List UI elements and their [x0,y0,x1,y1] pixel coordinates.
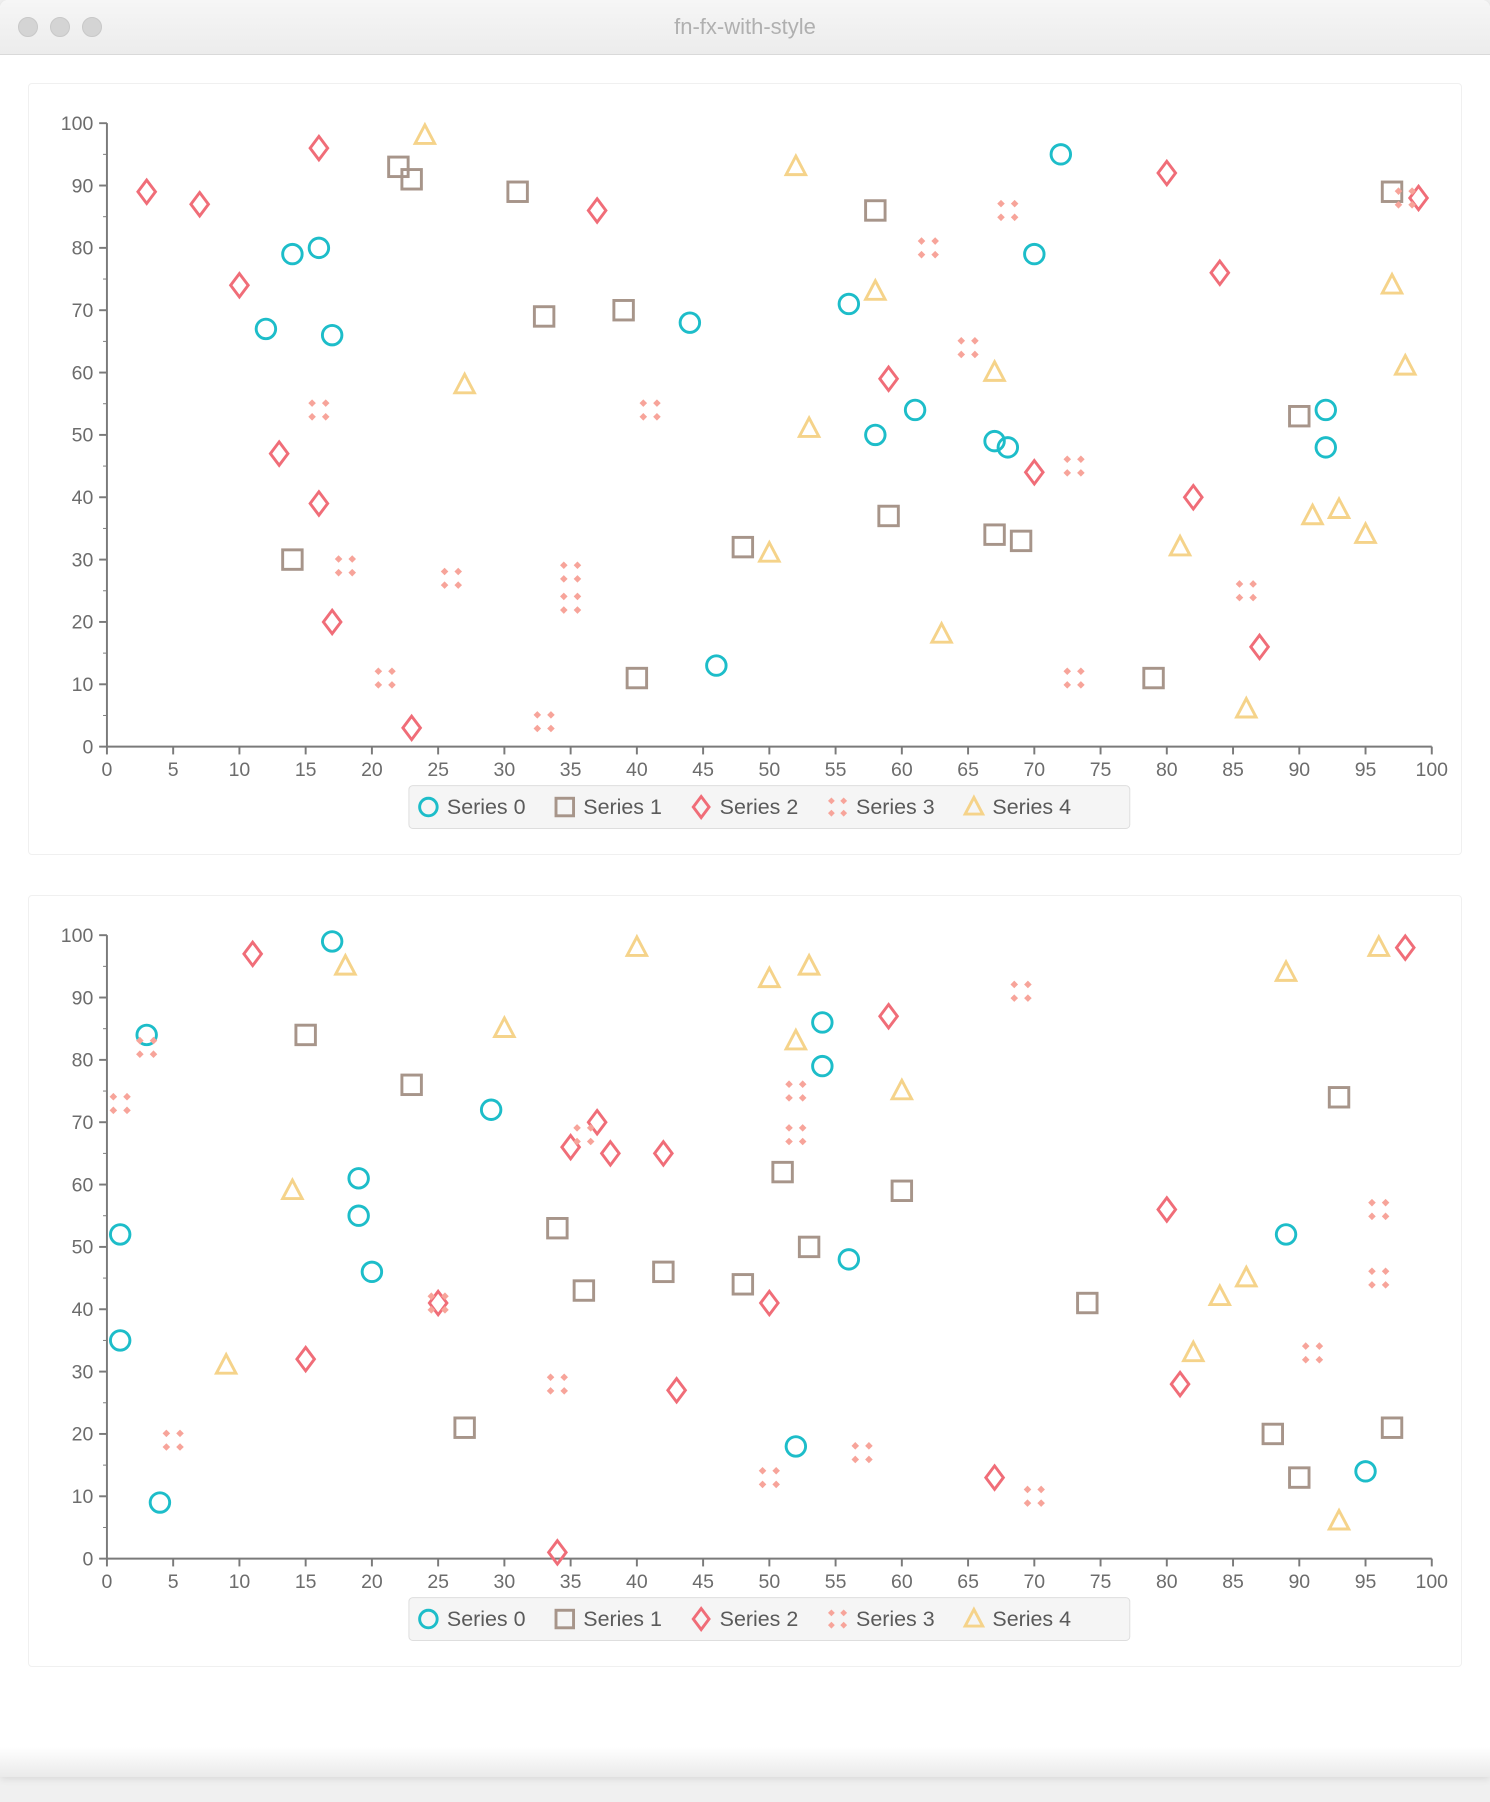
y-tick-label: 100 [61,113,94,135]
y-tick-label: 50 [72,1237,94,1259]
x-tick-label: 25 [427,759,449,781]
traffic-lights [18,17,102,37]
x-tick-label: 35 [560,1571,582,1593]
x-tick-label: 75 [1090,1571,1112,1593]
chart-card-top: 0 10 20 30 40 50 60 70 80 90 100 0 5 10 15 20 25 30 35 40 45… [28,83,1462,855]
x-tick-label: 100 [1416,1571,1449,1593]
y-tick-label: 70 [72,1112,94,1134]
x-tick-label: 85 [1222,759,1244,781]
y-tick-label: 40 [72,487,94,509]
x-tick-label: 80 [1156,759,1178,781]
x-tick-label: 45 [692,759,714,781]
y-tick-label: 30 [72,1361,94,1383]
x-tick-label: 40 [626,1571,648,1593]
x-tick-label: 30 [494,1571,516,1593]
y-tick-label: 60 [72,362,94,384]
x-tick-label: 75 [1090,759,1112,781]
x-tick-label: 0 [102,1571,113,1593]
y-tick-label: 0 [82,736,93,758]
x-tick-label: 95 [1355,1571,1377,1593]
x-tick-label: 25 [427,1571,449,1593]
x-tick-label: 60 [891,1571,913,1593]
x-tick-label: 65 [957,1571,979,1593]
x-tick-label: 80 [1156,1571,1178,1593]
y-tick-label: 40 [72,1299,94,1321]
x-tick-label: 95 [1355,759,1377,781]
legend-label: Series 2 [720,1607,799,1631]
x-tick-label: 50 [759,759,781,781]
x-tick-label: 70 [1023,1571,1045,1593]
x-tick-label: 35 [560,759,582,781]
x-tick-label: 90 [1288,1571,1310,1593]
y-tick-label: 10 [72,674,94,696]
x-tick-label: 5 [168,1571,179,1593]
x-tick-label: 30 [494,759,516,781]
y-tick-label: 10 [72,1486,94,1508]
close-icon[interactable] [18,17,38,37]
x-tick-label: 90 [1288,759,1310,781]
x-tick-label: 55 [825,759,847,781]
x-tick-label: 15 [295,1571,317,1593]
window-footer-shadow [0,1747,1490,1777]
y-tick-label: 90 [72,175,94,197]
scatter-chart-top: 0 10 20 30 40 50 60 70 80 90 100 0 5 10 15 20 25 30 35 40 45… [29,84,1461,854]
x-tick-label: 10 [229,1571,251,1593]
y-tick-label: 50 [72,425,94,447]
y-tick-label: 70 [72,300,94,322]
x-tick-label: 60 [891,759,913,781]
x-tick-label: 15 [295,759,317,781]
zoom-icon[interactable] [82,17,102,37]
x-tick-label: 20 [361,759,383,781]
legend-label: Series 1 [583,1607,662,1631]
minimize-icon[interactable] [50,17,70,37]
content-area: 0102030405060708090100051015202530354045… [0,55,1490,1747]
y-tick-label: 80 [72,238,94,260]
legend-label: Series 3 [856,1607,935,1631]
legend-label: Series 0 [447,795,526,819]
chart-card-bottom: 0 10 20 30 40 50 60 70 80 90 100 0 5 10 15 20 25 30 35 40 45… [28,895,1462,1667]
x-tick-label: 100 [1416,759,1449,781]
y-tick-label: 100 [61,925,94,947]
x-tick-label: 0 [102,759,113,781]
window-title: fn-fx-with-style [0,14,1490,40]
x-tick-label: 10 [229,759,251,781]
y-tick-label: 80 [72,1050,94,1072]
x-tick-label: 55 [825,1571,847,1593]
y-tick-label: 20 [72,612,94,634]
y-tick-label: 90 [72,987,94,1009]
y-tick-label: 60 [72,1174,94,1196]
y-tick-label: 30 [72,549,94,571]
x-tick-label: 70 [1023,759,1045,781]
legend-label: Series 4 [992,1607,1071,1631]
titlebar[interactable]: fn-fx-with-style [0,0,1490,55]
legend-label: Series 0 [447,1607,526,1631]
scatter-chart-bottom: 0 10 20 30 40 50 60 70 80 90 100 0 5 10 15 20 25 30 35 40 45… [29,896,1461,1666]
legend-label: Series 1 [583,795,662,819]
x-tick-label: 5 [168,759,179,781]
legend-label: Series 2 [720,795,799,819]
x-tick-label: 50 [759,1571,781,1593]
y-tick-label: 0 [82,1548,93,1570]
legend-label: Series 4 [992,795,1071,819]
x-tick-label: 65 [957,759,979,781]
x-tick-label: 85 [1222,1571,1244,1593]
x-tick-label: 40 [626,759,648,781]
y-tick-label: 20 [72,1424,94,1446]
legend-label: Series 3 [856,795,935,819]
app-window: fn-fx-with-style 01020304050607080901000… [0,0,1490,1777]
x-tick-label: 45 [692,1571,714,1593]
x-tick-label: 20 [361,1571,383,1593]
